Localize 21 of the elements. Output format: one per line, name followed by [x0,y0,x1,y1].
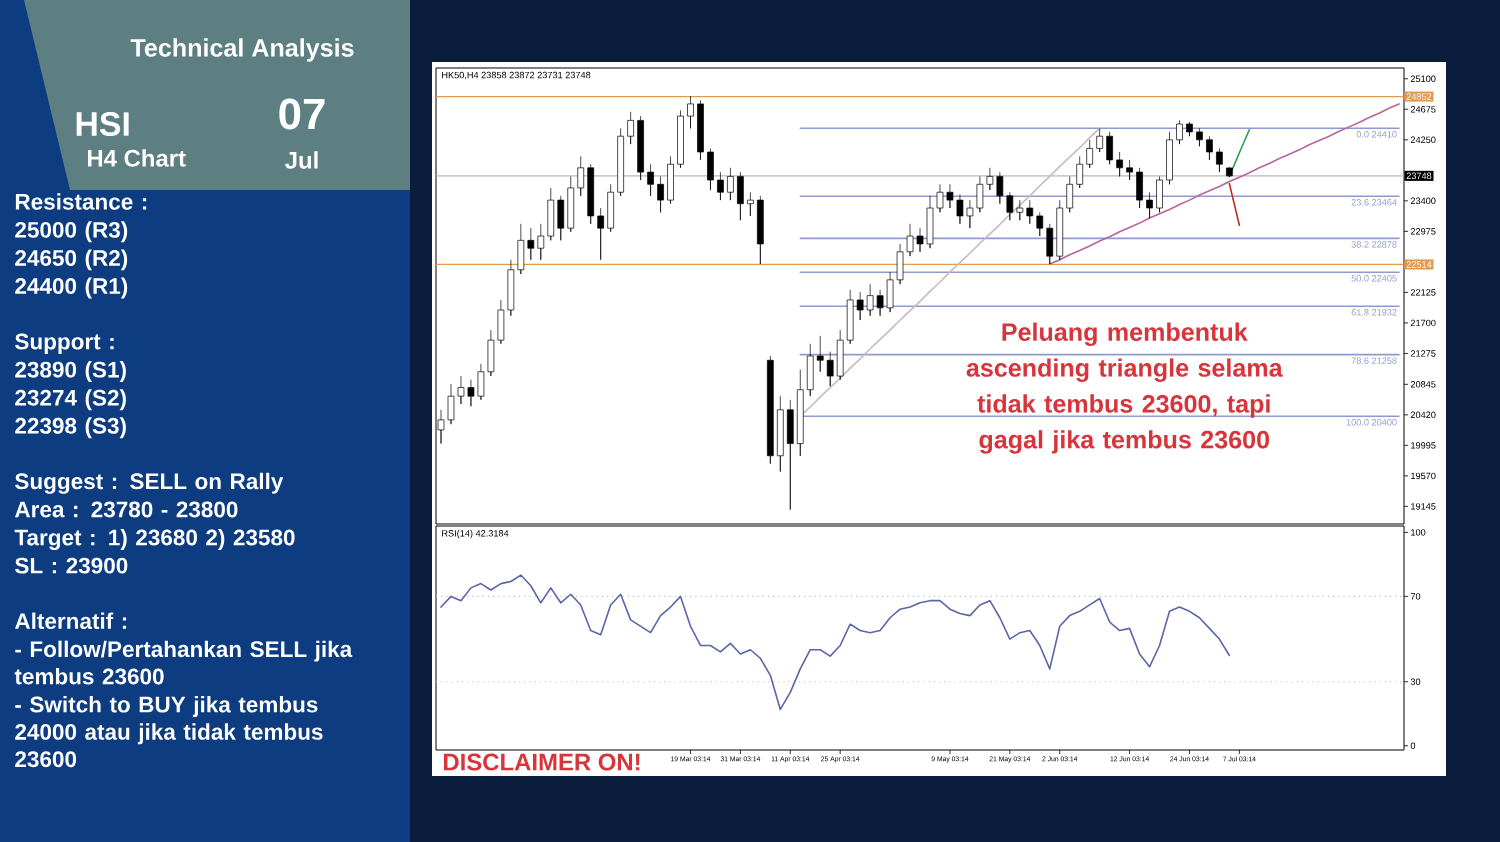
text: 07 [279,98,325,130]
text: 24650 (R2) [15,249,128,271]
text: - Follow/Pertahankan SELL jika tembus 23600 [14,640,353,685]
text: SL : 23900 [15,557,128,574]
text: 24400 (R1) [15,277,128,299]
text: DISCLAIMER ON! [444,753,640,771]
text: Alternatif : [14,612,127,630]
text: Jul [285,151,318,169]
text: 23890 (S1) [15,361,126,383]
text: Resistance : [15,193,147,210]
text: HSI [76,112,129,136]
text: 25000 (R3) [15,221,128,243]
text: Suggest : SELL on Rally [15,472,284,494]
text: 22398 (S3) [15,417,126,439]
text: Target : 1) 23680 2) 23580 [14,528,295,551]
text: Technical Analysis [130,38,354,62]
text: H4 Chart [88,149,186,167]
text: Area : 23780 - 23800 [14,501,238,518]
text: Support : [15,333,114,354]
text: - Switch to BUY jika tembus 24000 atau jika tidak tembus 23600 [15,696,323,768]
text: 23274 (S2) [15,389,126,411]
